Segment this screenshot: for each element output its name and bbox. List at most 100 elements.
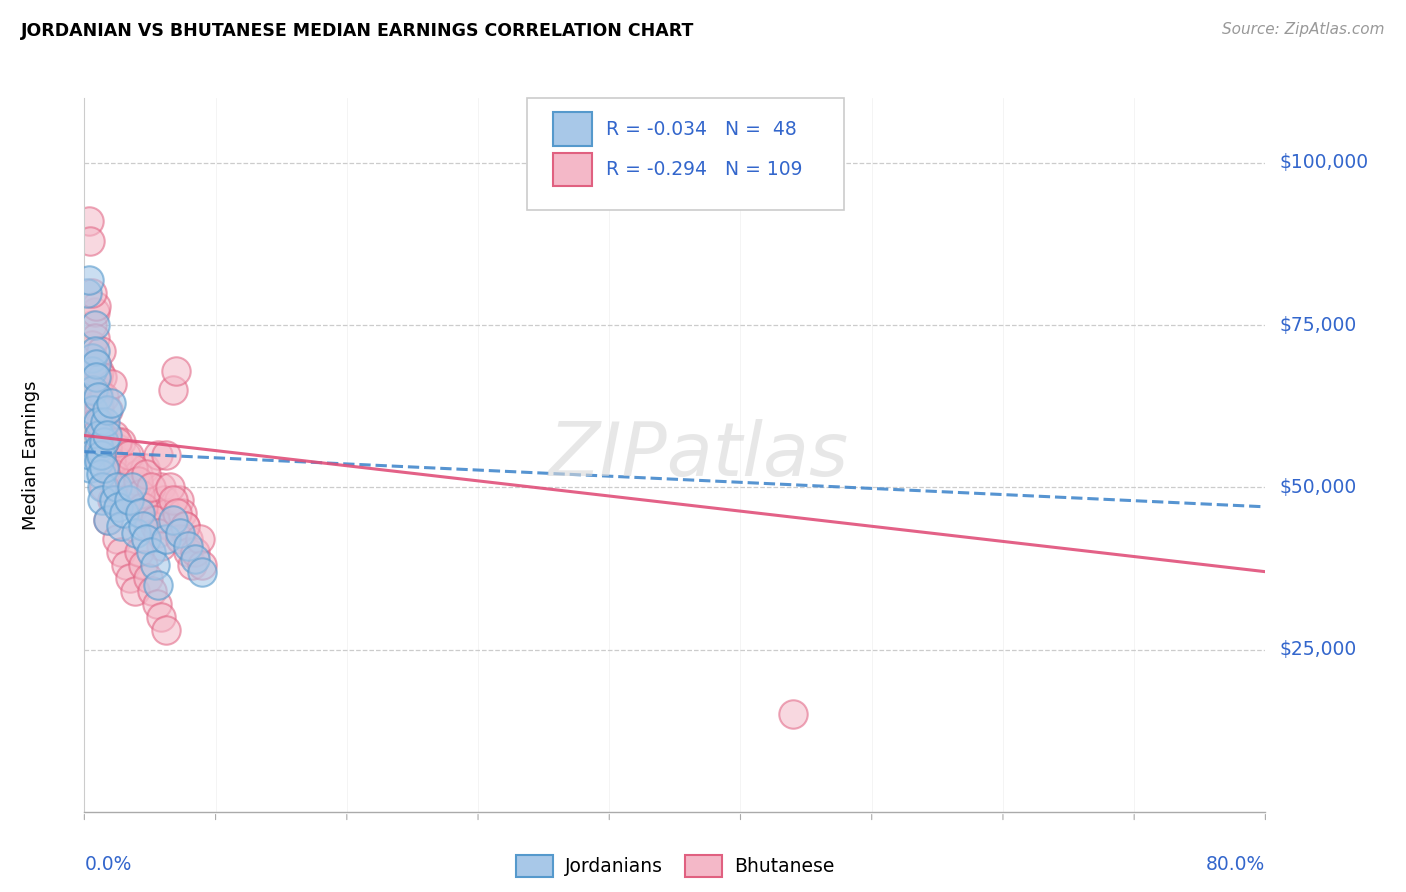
Point xyxy=(112,506,135,520)
Point xyxy=(121,480,143,494)
Point xyxy=(167,493,190,508)
Point xyxy=(148,525,170,540)
Point xyxy=(114,558,136,573)
Point xyxy=(96,402,118,417)
Text: R = -0.034   N =  48: R = -0.034 N = 48 xyxy=(606,120,797,139)
Point xyxy=(112,493,135,508)
Point xyxy=(83,318,105,333)
Point xyxy=(76,285,98,300)
Point xyxy=(82,402,104,417)
Point xyxy=(111,480,134,494)
Point xyxy=(86,416,108,430)
Text: R = -0.294   N = 109: R = -0.294 N = 109 xyxy=(606,160,803,179)
Point xyxy=(139,480,162,494)
Text: 80.0%: 80.0% xyxy=(1206,855,1265,873)
Point xyxy=(94,416,117,430)
Point xyxy=(177,533,200,547)
Point xyxy=(132,519,155,533)
Point xyxy=(159,480,181,494)
Point xyxy=(159,519,181,533)
Point xyxy=(87,428,111,442)
Point xyxy=(97,402,120,417)
Point xyxy=(101,376,124,391)
Point xyxy=(153,493,176,508)
Point xyxy=(141,506,163,520)
Point xyxy=(91,428,114,442)
Point xyxy=(84,357,107,371)
Point xyxy=(107,500,129,514)
Point xyxy=(105,533,128,547)
Point xyxy=(169,525,191,540)
Point xyxy=(110,519,132,533)
Text: Source: ZipAtlas.com: Source: ZipAtlas.com xyxy=(1222,22,1385,37)
Point xyxy=(100,396,122,410)
Point xyxy=(169,533,191,547)
Point xyxy=(96,428,118,442)
Point xyxy=(82,383,104,397)
Point xyxy=(125,500,148,514)
Point xyxy=(129,487,152,501)
Point xyxy=(138,493,160,508)
Point xyxy=(127,474,149,488)
Point xyxy=(125,525,148,540)
Legend: Jordanians, Bhutanese: Jordanians, Bhutanese xyxy=(508,847,842,884)
Point xyxy=(87,402,111,417)
Point xyxy=(782,707,804,722)
Point xyxy=(128,545,150,559)
Point xyxy=(87,396,111,410)
Point xyxy=(145,597,167,611)
Point xyxy=(162,513,184,527)
Text: ZIPatlas: ZIPatlas xyxy=(548,419,849,491)
Point xyxy=(114,493,136,508)
Point xyxy=(93,448,115,462)
Point xyxy=(135,467,157,482)
Point xyxy=(83,331,105,345)
Point xyxy=(93,461,115,475)
Point xyxy=(93,480,115,494)
Text: JORDANIAN VS BHUTANESE MEDIAN EARNINGS CORRELATION CHART: JORDANIAN VS BHUTANESE MEDIAN EARNINGS C… xyxy=(21,22,695,40)
Point xyxy=(150,539,173,553)
Point xyxy=(79,448,101,462)
Point xyxy=(80,363,103,377)
Point xyxy=(120,571,142,585)
Point xyxy=(110,480,132,494)
Point xyxy=(177,545,200,559)
Point xyxy=(103,493,125,508)
Point xyxy=(136,519,159,533)
Point xyxy=(191,565,214,579)
Point xyxy=(91,428,114,442)
Point xyxy=(86,383,108,397)
Point xyxy=(91,370,114,384)
Point xyxy=(105,442,128,456)
Text: $100,000: $100,000 xyxy=(1279,153,1368,172)
Point xyxy=(87,363,111,377)
Point xyxy=(122,487,145,501)
Text: $50,000: $50,000 xyxy=(1279,478,1357,497)
Point xyxy=(155,533,177,547)
Point xyxy=(143,558,166,573)
Text: $75,000: $75,000 xyxy=(1279,316,1357,334)
Point xyxy=(184,551,207,566)
Point xyxy=(84,299,107,313)
Point xyxy=(118,448,141,462)
Point xyxy=(148,577,170,591)
Point xyxy=(87,448,111,462)
Text: 0.0%: 0.0% xyxy=(84,855,132,873)
Point xyxy=(86,390,108,404)
Point xyxy=(90,416,112,430)
Point xyxy=(129,493,152,508)
Point xyxy=(107,454,129,468)
Point xyxy=(90,344,112,359)
Text: $25,000: $25,000 xyxy=(1279,640,1357,659)
Point xyxy=(114,448,136,462)
Point xyxy=(162,493,184,508)
Point xyxy=(96,442,118,456)
Point xyxy=(84,416,107,430)
Point xyxy=(155,448,177,462)
Point xyxy=(87,454,111,468)
Point xyxy=(139,545,162,559)
Point xyxy=(143,513,166,527)
Point xyxy=(173,519,195,533)
Point xyxy=(91,480,114,494)
Point xyxy=(156,506,179,520)
